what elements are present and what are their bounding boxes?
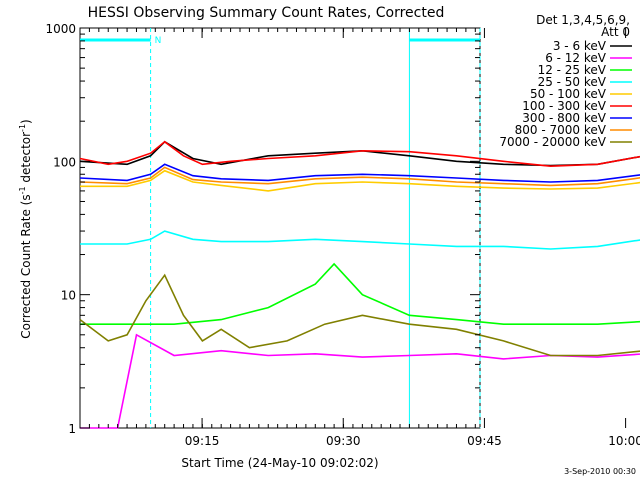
y-tick-label: 100 [53,155,76,169]
chart-title: HESSI Observing Summary Count Rates, Cor… [88,5,445,21]
y-tick-label: 1000 [45,22,76,36]
x-tick-label: 10:00 [608,434,640,448]
legend-label: 300 - 800 keV [522,111,606,125]
y-axis-label: Corrected Count Rate (s-1 detector-1) [18,119,33,338]
x-tick-label: 09:15 [185,434,220,448]
series-line [79,163,640,183]
y-axis-label-sup-1: -1 [18,186,27,194]
legend-label: 12 - 25 keV [538,63,607,77]
legend-label: 100 - 300 keV [522,99,606,113]
x-tick-label: 09:45 [467,434,502,448]
series-line [79,140,640,167]
plot-frame [79,27,481,429]
legend-title-line-1: Det 1,3,4,5,6,9, [536,13,630,27]
legend-label: 800 - 7000 keV [515,123,607,137]
y-tick-label: 10 [61,289,76,303]
night-marker-label: N [155,36,162,46]
legend-label: 7000 - 20000 keV [499,135,606,149]
series-line [80,262,640,326]
y-tick-label: 1 [68,422,76,436]
y-axis-label-part-2: detector [19,132,33,187]
series-line [79,166,640,187]
legend-label: 25 - 50 keV [538,75,607,89]
legend-label: 3 - 6 keV [553,39,607,53]
y-axis-label-part-3: ) [19,119,33,124]
y-axis: 1 10 100 1000 [45,22,480,436]
legend-label: 50 - 100 keV [530,87,607,101]
date-stamp: 3-Sep-2010 00:30 [564,467,636,476]
series-line [80,230,640,250]
legend-label: 6 - 12 keV [545,51,607,65]
series-line [80,333,640,429]
y-axis-label-sup-2: -1 [18,124,27,132]
y-axis-label-part-1: Corrected Count Rate (s [19,194,33,338]
series-line [80,169,640,192]
legend-title-line-2: Att 0 [601,25,630,39]
series-line [79,273,640,357]
x-tick-label: 09:30 [326,434,361,448]
series-line [79,140,640,168]
plot-area: N [79,27,640,429]
x-axis-label: Start Time (24-May-10 09:02:02) [181,456,378,470]
